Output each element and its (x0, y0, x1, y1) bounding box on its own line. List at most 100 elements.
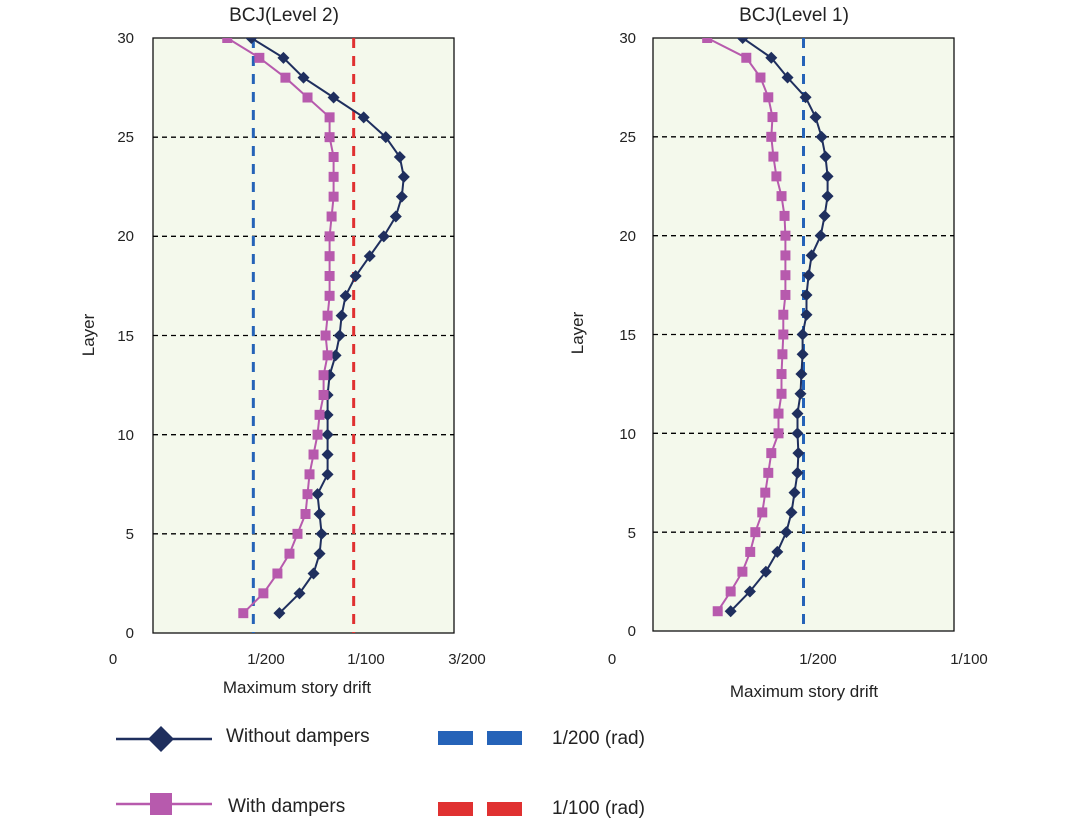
square-point (318, 390, 329, 400)
diamond-point (791, 427, 804, 440)
diamond-point (819, 150, 832, 163)
square-point (322, 350, 333, 361)
diamond-point (329, 349, 342, 362)
diamond-point (791, 407, 804, 420)
square-point (766, 448, 777, 459)
series-group (702, 38, 834, 618)
square-point (324, 231, 335, 242)
diamond-point (393, 151, 406, 163)
square-point (324, 112, 335, 123)
square-point (741, 52, 752, 63)
diamond-point (321, 428, 334, 441)
square-point (778, 329, 789, 340)
square-point (324, 251, 335, 262)
chart-title: BCJ(Level 1) (739, 5, 849, 26)
square-point (302, 92, 313, 103)
square-point (308, 449, 319, 460)
square-point (304, 469, 315, 480)
diamond-point (313, 508, 326, 520)
diamond-point (389, 210, 402, 223)
y-tick-label: 20 (117, 228, 134, 245)
diamond-point (785, 506, 798, 519)
series-group (222, 38, 410, 620)
x-tick-label: 0 (608, 651, 616, 668)
diamond-point (814, 229, 827, 242)
square-point (778, 309, 789, 320)
square-point (302, 489, 313, 500)
diamond-point (277, 51, 290, 64)
square-point (324, 271, 335, 281)
square-point (780, 270, 791, 281)
square-point (750, 527, 761, 538)
diamond-point (333, 329, 346, 342)
dash-swatch-icon (438, 802, 473, 816)
y-tick-label: 0 (628, 623, 636, 640)
square-point (318, 370, 329, 381)
legend-label-ref-100: 1/100 (rad) (552, 798, 645, 819)
diamond-point (311, 488, 324, 501)
x-tick-label: 1/100 (347, 651, 385, 668)
x-tick-label: 1/200 (247, 651, 285, 668)
y-tick-label: 30 (619, 30, 636, 47)
diamond-point (765, 51, 778, 64)
legend-item-without-dampers: Without dampers (116, 726, 370, 752)
chart-level-1: BCJ(Level 1) 30 25 20 15 10 5 0 0 1/200 … (568, 5, 988, 701)
chart-level-2: BCJ(Level 2) 30 25 20 15 10 5 0 0 1/200 … (79, 5, 486, 697)
reference-lines (251, 38, 356, 633)
diamond-point (379, 131, 392, 144)
square-point (328, 171, 339, 182)
square-point (272, 568, 283, 579)
diamond-point (363, 250, 376, 263)
diamond-point (799, 91, 812, 104)
diamond-point (771, 545, 784, 558)
diamond-point (724, 605, 737, 618)
diamond-point (377, 230, 390, 243)
dash-swatch-icon (487, 802, 522, 816)
square-point (322, 310, 333, 321)
diamond-point (792, 447, 805, 460)
y-axis-label: Layer (79, 313, 98, 356)
square-point (763, 467, 774, 478)
diamond-point (794, 387, 807, 400)
square-point (757, 507, 768, 518)
square-point (777, 349, 788, 360)
diamond-point (796, 328, 809, 341)
square-point (328, 191, 339, 202)
diamond-point (313, 547, 326, 560)
square-point (771, 171, 782, 182)
diamond-point (293, 587, 306, 600)
y-tick-label: 25 (117, 129, 134, 146)
y-tick-label: 15 (619, 327, 636, 344)
square-point (763, 92, 774, 103)
diamond-point (791, 466, 804, 479)
diamond-point (307, 567, 320, 580)
diamond-point (395, 190, 408, 203)
y-tick-label: 20 (619, 228, 636, 245)
y-axis-label: Layer (568, 311, 587, 354)
square-point (222, 38, 233, 43)
square-point (776, 388, 787, 399)
square-point (760, 487, 771, 498)
square-point (725, 586, 736, 597)
diamond-point (339, 289, 352, 302)
square-point (773, 428, 784, 439)
square-point (779, 210, 790, 221)
x-axis-label: Maximum story drift (730, 682, 879, 701)
diamond-point (357, 111, 370, 124)
diamond-point (805, 249, 818, 262)
y-tick-label: 5 (628, 525, 636, 542)
diamond-point (809, 111, 822, 124)
dash-swatch-icon (438, 731, 473, 745)
x-tick-label: 1/200 (799, 651, 837, 668)
diamond-point (327, 91, 340, 104)
diamond-point (321, 408, 334, 421)
diamond-point (736, 38, 749, 44)
diamond-point (781, 71, 794, 84)
square-point (702, 38, 713, 43)
square-point (324, 290, 335, 301)
y-tick-label: 10 (117, 427, 134, 444)
diamond-point (335, 309, 348, 322)
square-point (300, 509, 311, 519)
square-point (254, 52, 265, 63)
